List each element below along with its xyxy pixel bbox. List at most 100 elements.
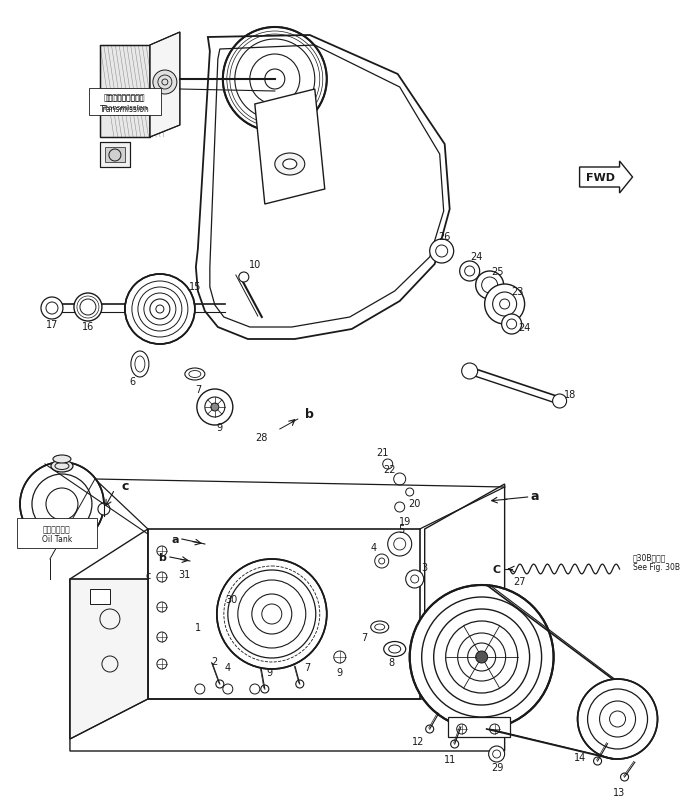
Text: 22: 22 [383, 464, 396, 475]
Text: 12: 12 [412, 736, 424, 746]
Text: 24: 24 [518, 322, 531, 333]
Circle shape [383, 460, 393, 469]
Text: a: a [530, 490, 539, 503]
Circle shape [217, 559, 327, 669]
Ellipse shape [53, 456, 71, 464]
Circle shape [395, 502, 405, 512]
Text: 3: 3 [421, 562, 428, 573]
Text: 7: 7 [195, 384, 201, 395]
Text: オイルタンク: オイルタンク [43, 525, 71, 534]
Circle shape [239, 273, 249, 282]
Text: See Fig. 30B: See Fig. 30B [633, 563, 680, 572]
Text: b: b [306, 408, 314, 421]
Text: 14: 14 [573, 752, 586, 762]
Polygon shape [255, 90, 325, 205]
Text: Transmission: Transmission [103, 105, 148, 111]
Circle shape [489, 746, 505, 762]
Polygon shape [100, 143, 130, 168]
Polygon shape [100, 46, 150, 138]
Circle shape [223, 28, 327, 132]
Circle shape [430, 240, 454, 264]
Ellipse shape [185, 369, 205, 380]
Text: 26: 26 [439, 232, 451, 241]
Text: 第30B図参照: 第30B図参照 [633, 553, 666, 561]
Ellipse shape [371, 622, 389, 634]
FancyBboxPatch shape [89, 89, 161, 115]
Text: 5: 5 [398, 525, 405, 534]
Text: 7: 7 [305, 662, 311, 672]
Circle shape [98, 504, 110, 516]
Circle shape [459, 261, 480, 282]
Text: a: a [171, 534, 179, 545]
Text: b: b [158, 553, 166, 562]
Ellipse shape [384, 642, 405, 657]
Circle shape [475, 651, 488, 663]
Text: 28: 28 [256, 432, 268, 443]
Text: 16: 16 [82, 322, 94, 331]
Text: 18: 18 [563, 390, 576, 399]
Text: C: C [493, 565, 501, 574]
Text: 4: 4 [371, 542, 377, 553]
Circle shape [74, 294, 102, 322]
Text: トランスミッション: トランスミッション [106, 95, 144, 101]
Circle shape [462, 363, 477, 379]
Ellipse shape [283, 160, 297, 170]
Text: 30: 30 [226, 594, 238, 604]
Circle shape [502, 314, 522, 334]
Text: 29: 29 [491, 762, 504, 772]
Text: 23: 23 [511, 286, 524, 297]
Text: 1: 1 [195, 622, 201, 632]
Polygon shape [70, 579, 148, 739]
Circle shape [41, 298, 63, 320]
Circle shape [387, 533, 412, 557]
Text: 4: 4 [225, 662, 231, 672]
Circle shape [552, 395, 567, 408]
Circle shape [475, 272, 504, 300]
Circle shape [405, 488, 414, 496]
Text: c: c [121, 480, 129, 493]
Circle shape [405, 570, 423, 588]
Ellipse shape [275, 154, 305, 176]
Polygon shape [448, 717, 509, 737]
Text: 31: 31 [179, 569, 191, 579]
Text: 10: 10 [249, 260, 261, 269]
Ellipse shape [131, 351, 149, 378]
Circle shape [20, 463, 104, 546]
Text: 27: 27 [514, 577, 526, 586]
Text: 17: 17 [46, 320, 58, 330]
Text: 7: 7 [362, 632, 368, 642]
Circle shape [153, 71, 177, 95]
FancyBboxPatch shape [17, 518, 97, 549]
Text: 25: 25 [491, 267, 504, 277]
Text: FWD: FWD [586, 172, 615, 183]
Text: 13: 13 [613, 787, 626, 797]
Circle shape [484, 285, 525, 325]
Ellipse shape [51, 460, 73, 472]
Text: 9: 9 [267, 667, 273, 677]
Text: 20: 20 [408, 498, 421, 508]
Text: 24: 24 [471, 252, 483, 261]
Text: 15: 15 [188, 282, 201, 292]
Circle shape [197, 390, 233, 426]
Text: 6: 6 [130, 376, 136, 387]
Text: トランスミッション: トランスミッション [104, 93, 146, 103]
Text: 9: 9 [337, 667, 343, 677]
Circle shape [125, 274, 195, 345]
Text: 8: 8 [389, 657, 395, 667]
Text: Oil Tank: Oil Tank [42, 535, 72, 544]
Circle shape [394, 473, 405, 485]
Circle shape [375, 554, 389, 569]
Text: 11: 11 [444, 754, 456, 764]
Text: 21: 21 [376, 448, 389, 457]
Polygon shape [90, 589, 110, 604]
Circle shape [577, 679, 658, 759]
Text: 2: 2 [212, 656, 218, 666]
Text: 19: 19 [398, 516, 411, 526]
Text: c: c [146, 570, 150, 581]
Text: 9: 9 [217, 423, 223, 432]
Polygon shape [150, 33, 180, 138]
Circle shape [410, 585, 554, 729]
Circle shape [211, 403, 219, 411]
Polygon shape [579, 162, 633, 194]
Polygon shape [105, 148, 125, 163]
